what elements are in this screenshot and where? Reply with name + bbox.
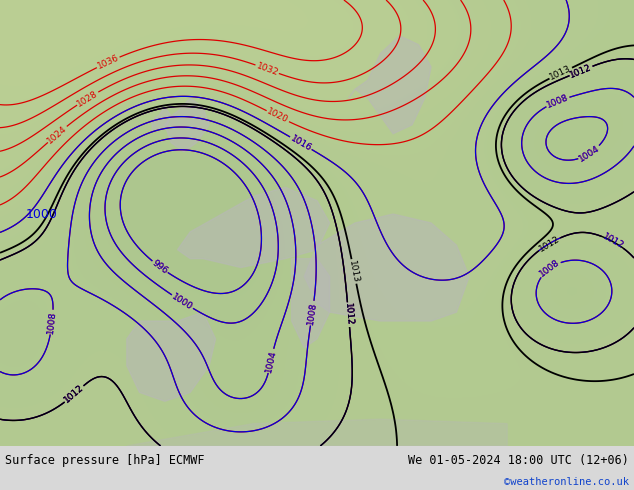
- Text: 1012: 1012: [600, 232, 625, 251]
- Text: 1008: 1008: [538, 258, 562, 279]
- Text: 1012: 1012: [343, 303, 354, 326]
- Text: 1008: 1008: [545, 93, 570, 110]
- Text: 1004: 1004: [578, 144, 602, 163]
- Text: 1004: 1004: [264, 349, 278, 373]
- Polygon shape: [165, 98, 209, 151]
- Text: 1008: 1008: [545, 93, 570, 110]
- Text: Surface pressure [hPa] ECMWF: Surface pressure [hPa] ECMWF: [5, 454, 205, 466]
- Text: ©weatheronline.co.uk: ©weatheronline.co.uk: [504, 477, 629, 487]
- Polygon shape: [349, 36, 431, 134]
- Polygon shape: [292, 259, 330, 348]
- Polygon shape: [152, 107, 171, 129]
- Polygon shape: [127, 419, 507, 446]
- Text: 1012: 1012: [569, 62, 593, 79]
- Text: 1032: 1032: [255, 61, 280, 77]
- Text: 1013: 1013: [347, 259, 361, 284]
- Text: 1012: 1012: [537, 234, 561, 253]
- Text: 1000: 1000: [171, 292, 195, 312]
- Text: 1012: 1012: [343, 303, 354, 326]
- Text: 1016: 1016: [288, 133, 313, 153]
- Text: 1012: 1012: [63, 383, 86, 405]
- Text: 996: 996: [150, 258, 169, 276]
- Text: 1008: 1008: [538, 258, 562, 279]
- Text: 1012: 1012: [63, 383, 86, 405]
- Text: 1000: 1000: [25, 208, 57, 220]
- Text: 1008: 1008: [46, 310, 58, 334]
- Text: 1012: 1012: [569, 62, 593, 79]
- Polygon shape: [178, 187, 330, 268]
- Text: 1008: 1008: [306, 301, 318, 325]
- Text: 1020: 1020: [266, 107, 290, 125]
- Text: 1012: 1012: [600, 232, 625, 251]
- Text: 996: 996: [150, 258, 169, 276]
- Text: 1004: 1004: [264, 349, 278, 373]
- Text: We 01-05-2024 18:00 UTC (12+06): We 01-05-2024 18:00 UTC (12+06): [408, 454, 629, 466]
- Text: 1004: 1004: [578, 144, 602, 163]
- Text: 1028: 1028: [75, 89, 100, 108]
- Text: 1012: 1012: [63, 383, 86, 405]
- Text: 1012: 1012: [569, 62, 593, 79]
- Text: 1013: 1013: [548, 64, 573, 82]
- Text: 1012: 1012: [343, 303, 354, 326]
- Text: 1016: 1016: [288, 133, 313, 153]
- Text: 1008: 1008: [46, 310, 58, 334]
- Text: 1000: 1000: [171, 292, 195, 312]
- Polygon shape: [127, 312, 216, 401]
- Text: 1024: 1024: [46, 123, 69, 145]
- Text: 1036: 1036: [96, 53, 120, 71]
- Text: 1008: 1008: [306, 301, 318, 325]
- Polygon shape: [304, 214, 469, 321]
